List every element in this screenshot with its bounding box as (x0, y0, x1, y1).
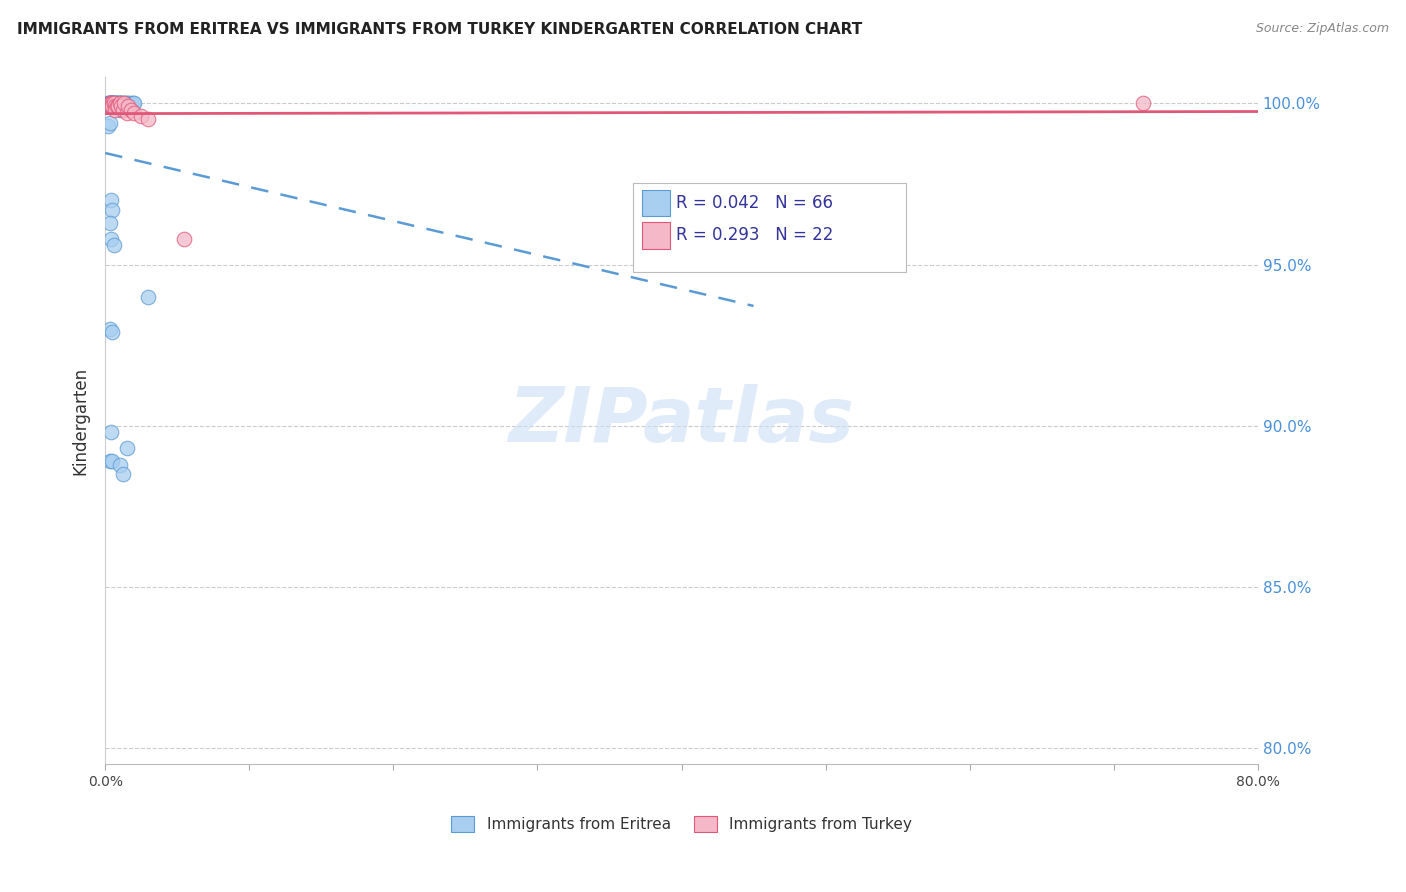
Point (107, 99, 129, 113)
Point (101, 96, 124, 111)
Text: Source: ZipAtlas.com: Source: ZipAtlas.com (1256, 22, 1389, 36)
Point (110, 96, 132, 111)
Point (101, 96, 124, 111)
Point (100, 96, 122, 111)
Point (103, 99, 125, 113)
Point (98, 115, 121, 129)
Point (138, 290, 160, 304)
Point (101, 96, 124, 111)
Point (104, 103, 127, 117)
Point (103, 238, 125, 252)
Point (107, 99, 129, 113)
Point (100, 99, 122, 113)
Point (97, 96, 120, 111)
Point (111, 96, 134, 111)
Point (122, 106, 145, 120)
Point (108, 96, 131, 111)
Point (100, 96, 122, 111)
Text: IMMIGRANTS FROM ERITREA VS IMMIGRANTS FROM TURKEY KINDERGARTEN CORRELATION CHART: IMMIGRANTS FROM ERITREA VS IMMIGRANTS FR… (17, 22, 862, 37)
Point (100, 96, 122, 111)
Point (107, 96, 129, 111)
Point (108, 458, 131, 472)
Point (101, 99, 124, 113)
Text: R = 0.293   N = 22: R = 0.293 N = 22 (676, 227, 832, 244)
Point (115, 442, 138, 456)
Point (107, 96, 129, 111)
Point (104, 99, 127, 113)
Point (103, 96, 125, 111)
Point (114, 96, 136, 111)
Point (115, 96, 138, 111)
Point (122, 96, 145, 111)
Point (98, 96, 121, 111)
Point (103, 96, 125, 111)
Point (98, 216, 121, 230)
Point (98, 96, 121, 111)
Point (100, 425, 122, 440)
Point (101, 325, 124, 339)
Point (101, 99, 124, 113)
Point (98, 99, 121, 113)
Point (100, 96, 122, 111)
Point (112, 96, 135, 111)
Point (112, 99, 135, 113)
Point (110, 96, 132, 111)
Point (97, 119, 120, 133)
Point (108, 103, 131, 117)
Point (98, 454, 121, 468)
Point (100, 193, 122, 207)
Point (105, 99, 128, 113)
Point (104, 96, 127, 111)
Point (111, 103, 134, 117)
Legend: Immigrants from Eritrea, Immigrants from Turkey: Immigrants from Eritrea, Immigrants from… (451, 816, 911, 832)
Point (111, 99, 134, 113)
Point (105, 99, 128, 113)
Point (100, 99, 122, 113)
Point (104, 96, 127, 111)
Point (121, 96, 143, 111)
Point (110, 99, 132, 113)
Point (100, 232, 122, 246)
Point (101, 96, 124, 111)
Point (108, 96, 131, 111)
Point (98, 322, 121, 336)
Point (173, 232, 195, 246)
Point (103, 96, 125, 111)
Point (117, 99, 139, 113)
Point (103, 96, 125, 111)
Point (101, 202, 124, 217)
Point (118, 99, 141, 113)
Point (120, 103, 142, 117)
Point (101, 99, 124, 113)
Y-axis label: Kindergarten: Kindergarten (72, 367, 89, 475)
Point (104, 96, 127, 111)
Point (98, 96, 121, 111)
Point (129, 109, 152, 123)
Point (104, 99, 127, 113)
Point (100, 99, 122, 113)
Point (111, 467, 134, 482)
Point (101, 454, 124, 468)
Point (1132, 96, 1154, 111)
Point (105, 96, 128, 111)
Point (117, 96, 139, 111)
Point (108, 96, 131, 111)
Point (97, 96, 120, 111)
Point (101, 99, 124, 113)
Point (138, 112, 160, 127)
Point (115, 106, 138, 120)
Point (120, 96, 142, 111)
Point (100, 96, 122, 111)
Point (98, 96, 121, 111)
Point (115, 99, 138, 113)
Point (105, 96, 128, 111)
Point (98, 96, 121, 111)
Text: R = 0.042   N = 66: R = 0.042 N = 66 (676, 194, 832, 212)
Text: ZIPatlas: ZIPatlas (509, 384, 855, 458)
Point (112, 96, 135, 111)
